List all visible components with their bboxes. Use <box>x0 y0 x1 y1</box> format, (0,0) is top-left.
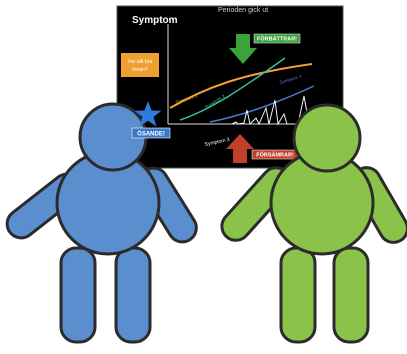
arrow-up-icon <box>226 134 254 163</box>
symptom-3-label: Symptom 3 <box>204 137 230 148</box>
symptom-1-label: Symptom 1 <box>175 93 199 105</box>
var-allt-bra-note <box>121 53 159 77</box>
green-right-leg <box>332 246 370 344</box>
star-marker <box>134 101 162 127</box>
var-allt-bra-line-2: innan? <box>132 67 148 73</box>
forbattrar-badge <box>253 33 301 44</box>
green-head <box>292 103 362 173</box>
board-caption: Perioden gick ut <box>218 7 268 14</box>
star-icon <box>134 101 162 127</box>
blue-right-leg <box>114 246 152 344</box>
symptom-3-curve <box>231 95 310 126</box>
symptom-board: Symptom Perioden gick ut Symptom 1 Sympt… <box>116 5 344 169</box>
green-person <box>220 103 407 344</box>
blue-person <box>5 102 198 344</box>
forbattrar-label: FÖRBÄTTRAR! <box>257 36 297 43</box>
green-left-leg <box>279 246 317 344</box>
osande-badge <box>131 127 171 139</box>
symptom-2-curve <box>179 57 286 121</box>
y-axis-title: Symptom <box>132 15 178 26</box>
symptom-4-label: Symptom 4 <box>279 74 303 85</box>
blue-left-leg <box>59 246 97 344</box>
forsamrar-label: FÖRSÄMRAR! <box>256 152 294 159</box>
symptom-1-curve <box>169 63 313 109</box>
symptom-4-curve <box>209 85 315 123</box>
arrow-down-icon <box>229 34 257 64</box>
osande-label: ÖSANDE! <box>137 131 165 138</box>
var-allt-bra-line-1: Var allt bra <box>128 59 153 65</box>
